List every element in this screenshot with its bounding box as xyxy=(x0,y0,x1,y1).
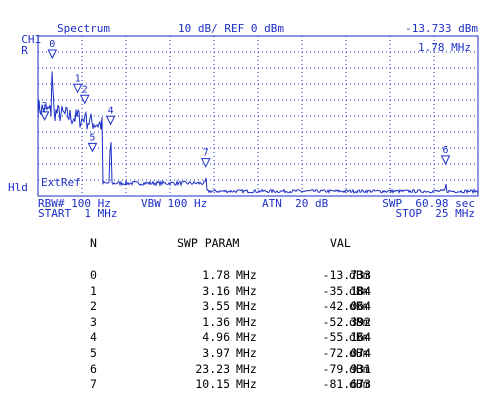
marker-level-readout: -13.733 dBm xyxy=(405,22,478,35)
row-frequency: 3.55 xyxy=(202,299,230,314)
row-frequency: 23.23 xyxy=(195,361,230,376)
row-value-unit: dBm xyxy=(349,299,370,314)
marker-triangle-icon xyxy=(105,115,116,126)
row-frequency: 1.78 xyxy=(202,268,230,282)
row-frequency-unit: MHz xyxy=(236,283,257,298)
row-frequency: 3.16 xyxy=(202,283,230,298)
marker-3: 3 xyxy=(39,101,50,121)
marker-number-label: 4 xyxy=(108,105,114,116)
row-value: -35.184 xyxy=(322,283,371,298)
marker-6: 6 xyxy=(440,145,451,166)
row-value-unit: dBm xyxy=(349,330,370,345)
marker-triangle-icon xyxy=(39,111,50,121)
row-value: -52.392 xyxy=(322,314,371,329)
attenuation-setting: ATN 20 dB xyxy=(262,197,329,210)
marker-triangle-icon xyxy=(200,158,211,168)
row-index: 1 xyxy=(90,283,97,298)
marker-number-label: 2 xyxy=(82,84,88,95)
channel-name: CH1 xyxy=(21,33,42,46)
row-value: -42.064 xyxy=(322,299,371,314)
marker-triangle-icon xyxy=(79,94,90,105)
rbw-setting: RBW# 100 Hz xyxy=(38,197,111,210)
channel-label: CH1 R xyxy=(8,23,41,56)
marker-number-label: 6 xyxy=(443,145,449,156)
row-value-unit: dBm xyxy=(349,268,370,282)
graticule xyxy=(37,35,479,197)
marker-triangle-icon xyxy=(440,155,451,166)
marker-number-label: 5 xyxy=(89,132,95,143)
marker-number-label: 7 xyxy=(203,148,209,159)
marker-layer: 0 12 3 4 5 6 7 xyxy=(39,39,451,168)
row-value: -81.673 xyxy=(322,377,371,392)
marker-number-label: 3 xyxy=(42,101,48,112)
marker-triangle-icon xyxy=(47,49,58,60)
row-value-unit: dBm xyxy=(349,361,370,376)
row-value: -55.164 xyxy=(322,330,371,345)
vbw-setting: VBW 100 Hz xyxy=(141,197,208,210)
marker-number-label: 1 xyxy=(75,73,81,84)
row-frequency-unit: MHz xyxy=(236,346,257,360)
row-frequency-unit: MHz xyxy=(236,299,257,314)
row-index: 5 xyxy=(90,346,97,360)
marker-triangle-icon xyxy=(72,83,83,94)
row-value-unit: dBm xyxy=(349,283,370,298)
row-frequency-unit: MHz xyxy=(236,314,257,329)
row-frequency-unit: MHz xyxy=(236,330,257,345)
row-frequency-unit: MHz xyxy=(236,268,257,282)
marker-7: 7 xyxy=(200,148,211,168)
view-title: Spectrum xyxy=(57,22,110,35)
reference-mode-flag: R xyxy=(21,44,28,57)
row-index: 0 xyxy=(90,268,97,282)
column-header-swp-param: SWP PARAM xyxy=(177,236,240,250)
marker-4: 4 xyxy=(105,105,116,126)
row-index: 3 xyxy=(90,314,97,329)
row-value: -79.931 xyxy=(322,361,371,376)
row-frequency: 4.96 xyxy=(202,330,230,345)
row-frequency-unit: MHz xyxy=(236,361,257,376)
spectrum-trace xyxy=(37,71,479,195)
column-header-n: N xyxy=(90,236,97,250)
stop-frequency: STOP 25 MHz xyxy=(395,207,475,220)
row-index: 4 xyxy=(90,330,97,345)
external-reference-indicator: ExtRef xyxy=(41,176,81,189)
row-value-unit: dBm xyxy=(349,377,370,392)
marker-2: 2 xyxy=(79,84,90,105)
row-frequency-unit: MHz xyxy=(236,377,257,392)
scale-reference: 10 dB/ REF 0 dBm xyxy=(178,22,284,35)
start-frequency: START 1 MHz xyxy=(38,207,118,220)
hold-indicator: Hld xyxy=(8,181,28,194)
marker-frequency-readout: 1.78 MHz xyxy=(418,41,471,54)
row-value-unit: dBm xyxy=(349,346,370,360)
row-value: -13.733 xyxy=(322,268,371,282)
row-value-unit: dBm xyxy=(349,314,370,329)
sweep-time-setting: SWP 60.98 sec xyxy=(382,197,475,210)
marker-triangle-icon xyxy=(87,142,98,153)
row-index: 2 xyxy=(90,299,97,314)
row-frequency: 10.15 xyxy=(195,377,230,392)
marker-1: 1 xyxy=(72,73,83,94)
row-index: 6 xyxy=(90,361,97,376)
marker-5: 5 xyxy=(87,132,98,153)
marker-0: 0 xyxy=(47,39,58,60)
row-frequency: 3.97 xyxy=(202,346,230,360)
column-header-val: VAL xyxy=(330,236,351,250)
row-index: 7 xyxy=(90,377,97,392)
marker-number-label: 0 xyxy=(49,39,55,50)
row-frequency: 1.36 xyxy=(202,314,230,329)
row-value: -72.074 xyxy=(322,346,371,360)
